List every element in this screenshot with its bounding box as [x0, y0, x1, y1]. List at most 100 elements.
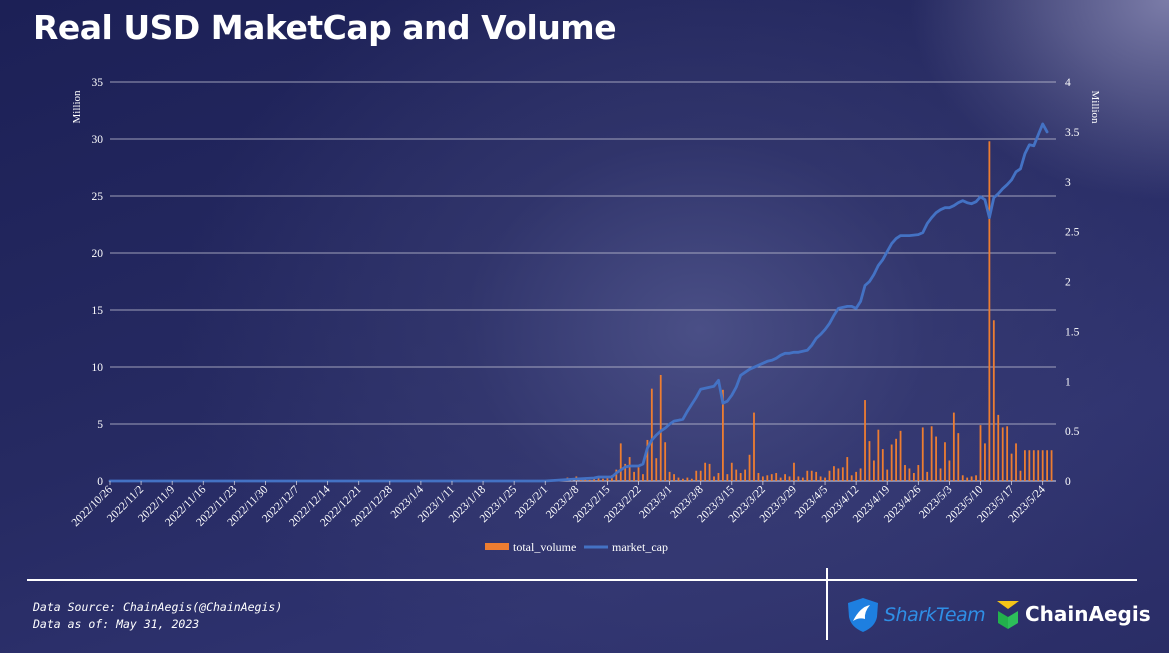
volume-bar — [793, 462, 795, 481]
volume-bar — [1037, 450, 1040, 481]
y-right-tick-label: 3 — [1065, 177, 1071, 189]
volume-bar — [766, 475, 769, 481]
volume-bar — [775, 473, 778, 481]
volume-bar — [735, 469, 738, 481]
volume-bar — [717, 473, 720, 481]
volume-bars — [566, 141, 1053, 481]
x-tick-label: 2023/3/1 — [637, 483, 675, 521]
volume-bar — [890, 444, 893, 481]
volume-bar — [833, 466, 835, 481]
legend-swatch-volume — [485, 543, 509, 550]
volume-bar — [837, 468, 840, 481]
volume-bar — [628, 457, 631, 481]
volume-bar — [1010, 453, 1013, 481]
y-left-tick-label: 0 — [97, 476, 103, 488]
data-source-block: Data Source: ChainAegis(@ChainAegis) Dat… — [33, 599, 282, 633]
chainaegis-logo-text: ChainAegis — [1025, 602, 1151, 626]
volume-bar — [784, 474, 786, 481]
volume-bar — [939, 468, 942, 481]
volume-bar — [602, 478, 604, 481]
volume-bar — [757, 473, 760, 481]
volume-bar — [926, 471, 929, 481]
volume-bar — [841, 467, 844, 481]
volume-bar — [881, 449, 884, 481]
volume-bar — [748, 454, 751, 481]
y-right-tick-label: 2.5 — [1065, 227, 1080, 239]
volume-bar — [988, 141, 991, 481]
volume-bar — [828, 470, 831, 481]
volume-bar — [850, 475, 853, 481]
volume-bar — [930, 426, 933, 481]
volume-bar — [739, 473, 742, 481]
volume-bar — [704, 462, 707, 481]
volume-bar — [1024, 450, 1026, 481]
volume-bar — [806, 470, 809, 481]
legend-label-market-cap: market_cap — [612, 540, 668, 554]
volume-bar — [1041, 450, 1044, 481]
volume-bar — [992, 320, 995, 481]
data-date-text: Data as of: May 31, 2023 — [33, 617, 200, 631]
volume-bar — [1001, 427, 1004, 481]
volume-bar — [593, 478, 596, 481]
chart-title: Real USD MaketCap and Volume — [33, 8, 617, 47]
volume-bar — [975, 475, 977, 481]
y-right-tick-label: 1.5 — [1065, 326, 1080, 338]
volume-bar — [695, 470, 698, 481]
volume-bar — [770, 474, 773, 481]
y-left-tick-label: 20 — [92, 248, 104, 260]
volume-bar — [886, 469, 889, 481]
volume-bar — [961, 475, 964, 481]
volume-bar — [1046, 450, 1049, 481]
volume-bar — [699, 470, 702, 481]
volume-bar — [921, 427, 924, 481]
footer-rule — [27, 579, 1137, 581]
volume-bar — [824, 477, 826, 481]
sharkteam-logo: SharkTeam — [846, 597, 986, 633]
volume-bar — [664, 442, 667, 481]
volume-bar — [713, 476, 715, 481]
volume-bar — [686, 477, 689, 481]
y-right-tick-label: 1 — [1065, 376, 1071, 388]
volume-bar — [659, 374, 662, 481]
volume-bar — [761, 476, 764, 481]
volume-bar — [846, 457, 849, 481]
volume-bar — [655, 458, 658, 481]
volume-bar — [935, 436, 937, 481]
sharkteam-logo-text: SharkTeam — [884, 604, 986, 626]
y-right-unit-label: Million — [1089, 90, 1101, 124]
volume-bar — [606, 476, 609, 481]
volume-bar — [948, 460, 951, 481]
y-right-tick-label: 3.5 — [1065, 127, 1080, 139]
volume-bar — [877, 429, 880, 481]
volume-bar — [677, 477, 680, 481]
y-right-tick-label: 2 — [1065, 277, 1071, 289]
volume-bar — [997, 414, 1000, 481]
volume-bar — [753, 412, 755, 481]
volume-bar — [588, 479, 591, 481]
volume-bar — [864, 400, 866, 481]
volume-bar — [957, 433, 960, 481]
chainaegis-logo: ChainAegis — [995, 597, 1151, 631]
volume-bar — [668, 471, 671, 481]
volume-bar — [1032, 450, 1035, 481]
y-left-tick-label: 10 — [92, 362, 104, 374]
y-right-tick-label: 0.5 — [1065, 426, 1080, 438]
footer-divider — [826, 568, 828, 640]
volume-bar — [624, 463, 627, 481]
volume-bar — [650, 388, 653, 481]
x-tick-label: 2022/10/26 — [70, 483, 116, 529]
y-left-tick-label: 25 — [92, 191, 104, 203]
volume-bar — [788, 476, 791, 481]
volume-bar — [1015, 443, 1017, 481]
volume-bar — [952, 412, 955, 481]
y-right-tick-label: 0 — [1065, 476, 1071, 488]
volume-bar — [646, 439, 649, 481]
volume-bar — [779, 477, 782, 481]
volume-bar — [619, 443, 622, 481]
volume-bar — [873, 460, 875, 481]
volume-bar — [908, 468, 911, 481]
volume-bar — [722, 389, 724, 481]
volume-bar — [855, 471, 858, 481]
y-axis-left: 0 5 10 15 20 25 30 35 — [92, 77, 104, 488]
